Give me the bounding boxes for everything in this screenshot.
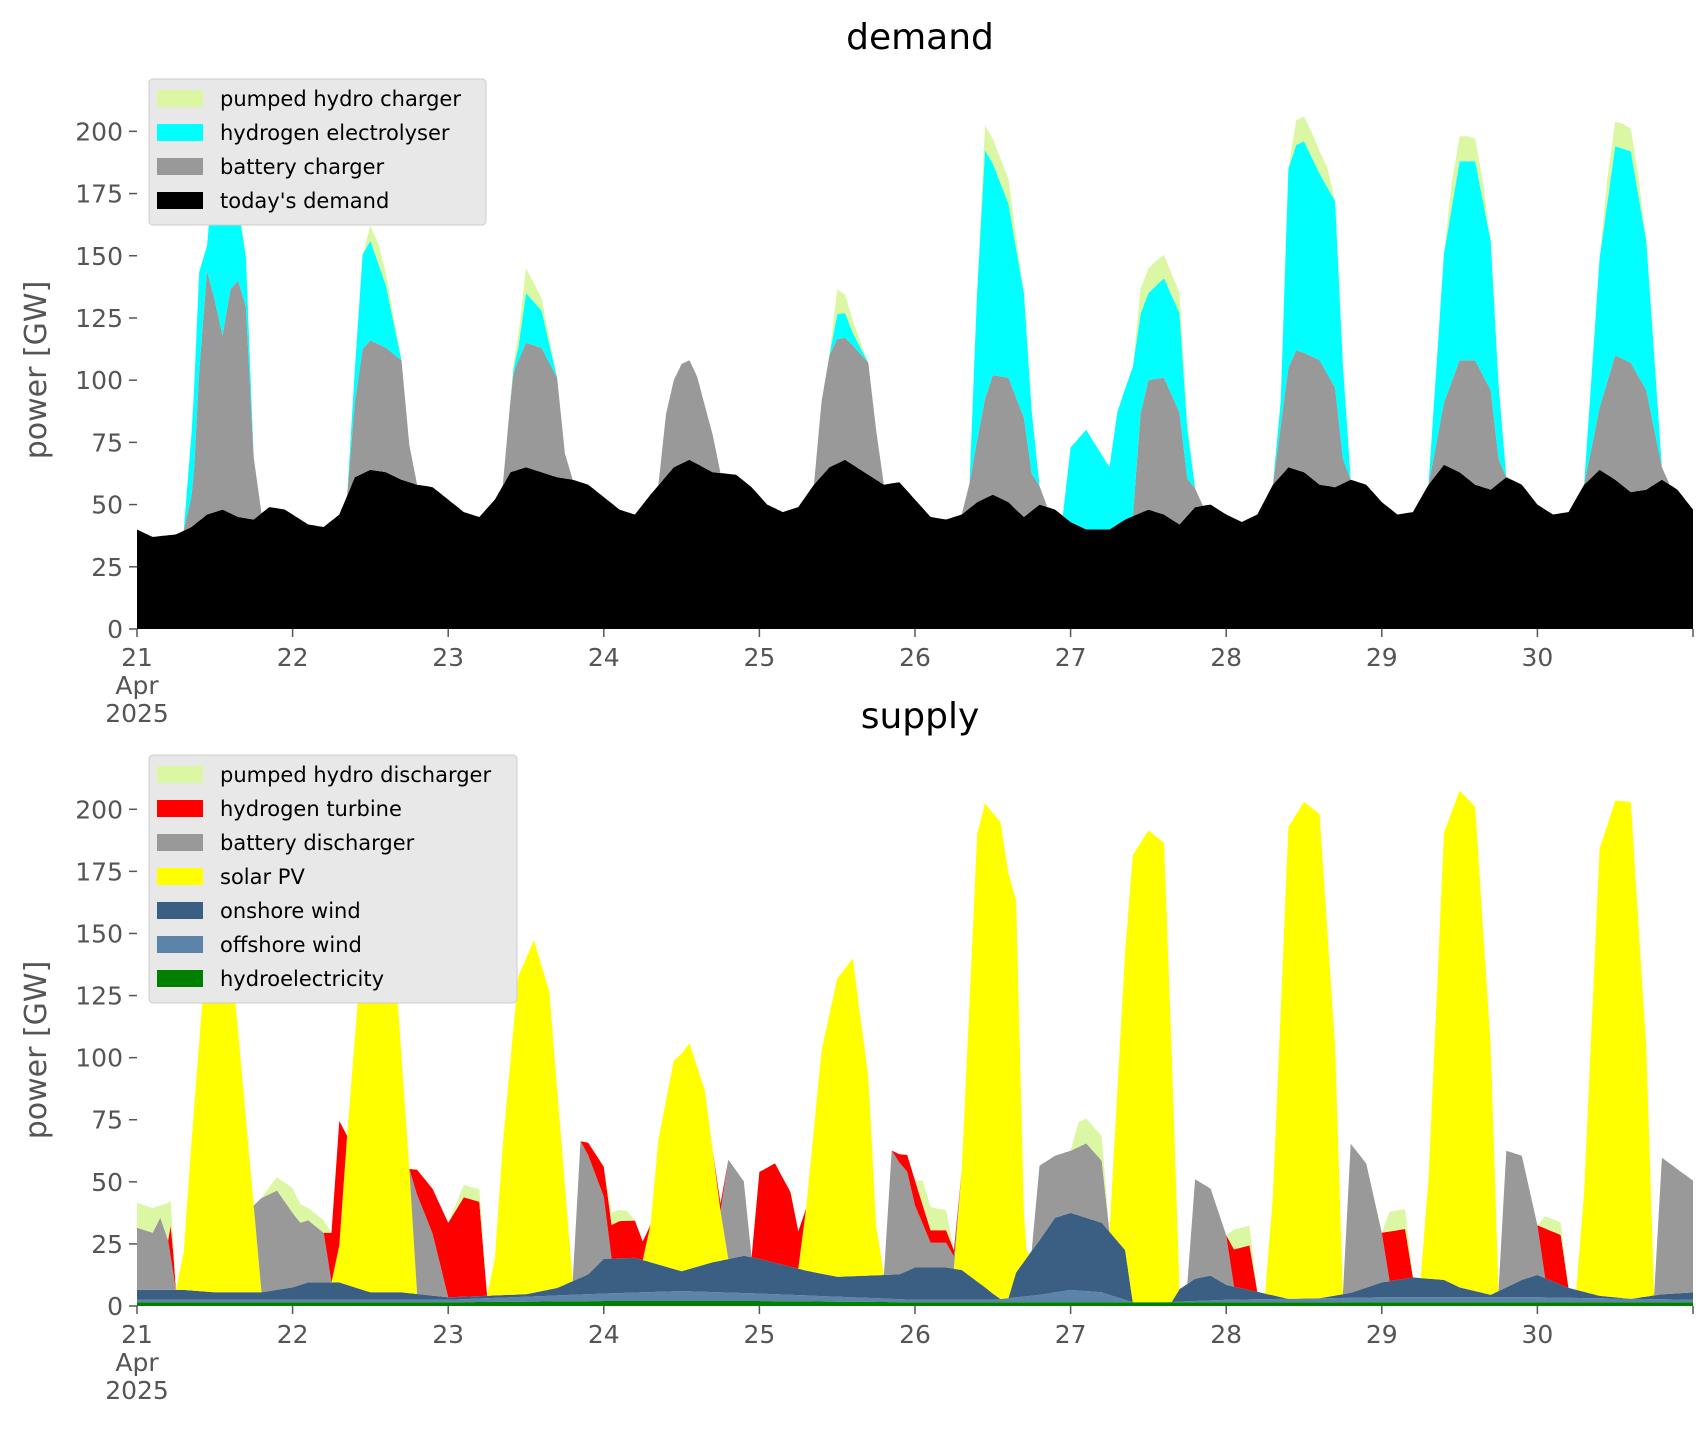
demand-legend-label-battery-charger: battery charger xyxy=(220,155,385,179)
demand-legend-swatch-battery-charger xyxy=(157,158,203,175)
demand-xtick-label: 27 xyxy=(1055,643,1087,672)
supply-legend-label-hydrogen-turbine: hydrogen turbine xyxy=(220,797,402,821)
demand-xtick-label: 25 xyxy=(743,643,775,672)
demand-xtick-label: 30 xyxy=(1521,643,1553,672)
supply-xtick-label: 25 xyxy=(743,1320,775,1349)
demand-legend-swatch-today-s-demand xyxy=(157,192,203,209)
demand-xtick-label: 28 xyxy=(1210,643,1242,672)
supply-panel: supply power [GW] 0 25 50 75 100 125 150 175 200… xyxy=(19,696,1694,1405)
demand-ytick-label: 100 xyxy=(75,366,123,395)
supply-legend-swatch-solar-pv xyxy=(157,868,203,885)
supply-legend-swatch-onshore-wind xyxy=(157,902,203,919)
supply-y-axis-label: power [GW] xyxy=(19,961,54,1140)
supply-ytick-label: 75 xyxy=(91,1106,123,1135)
demand-y-axis-label: power [GW] xyxy=(19,281,54,460)
supply-area-offshore-wind xyxy=(137,1289,1693,1303)
demand-legend: pumped hydro charger hydrogen electrolyse… xyxy=(148,78,487,226)
demand-ytick-label: 150 xyxy=(75,242,123,271)
demand-ytick-label: 75 xyxy=(91,428,123,457)
supply-xtick-label: 29 xyxy=(1366,1320,1398,1349)
supply-ytick-label: 25 xyxy=(91,1230,123,1259)
supply-area-battery-discharger xyxy=(137,790,1693,1298)
supply-legend-box xyxy=(148,754,518,1004)
demand-xtick-label: 23 xyxy=(432,643,464,672)
supply-area-solar-pv xyxy=(137,790,1693,1303)
supply-legend-label-hydroelectricity: hydroelectricity xyxy=(220,967,384,991)
supply-xtick-label: 23 xyxy=(432,1320,464,1349)
supply-legend-label-onshore-wind: onshore wind xyxy=(220,899,361,923)
demand-xtick-label: 26 xyxy=(899,643,931,672)
demand-area-battery-charger xyxy=(137,270,1693,537)
supply-legend-label-offshore-wind: offshore wind xyxy=(220,933,362,957)
supply-xtick-label: 27 xyxy=(1055,1320,1087,1349)
demand-xtick-label: 21 xyxy=(121,643,153,672)
supply-ytick-label: 100 xyxy=(75,1044,123,1073)
supply-xtick-label: 30 xyxy=(1521,1320,1553,1349)
supply-legend-label-battery-discharger: battery discharger xyxy=(220,831,415,855)
demand-ytick-label: 175 xyxy=(75,180,123,209)
demand-xtick-label: Apr xyxy=(115,671,159,700)
supply-legend-swatch-pumped-hydro-discharger xyxy=(157,766,203,783)
demand-xtick-label: 24 xyxy=(588,643,620,672)
supply-legend: pumped hydro discharger hydrogen turbine b… xyxy=(148,754,518,1004)
demand-xtick-label: 22 xyxy=(277,643,309,672)
demand-legend-box xyxy=(148,78,487,226)
demand-areas xyxy=(137,116,1693,629)
demand-ytick-label: 200 xyxy=(75,117,123,146)
supply-area-onshore-wind xyxy=(137,1212,1693,1303)
demand-legend-swatch-hydrogen-electrolyser xyxy=(157,124,203,141)
demand-legend-label-today-s-demand: today's demand xyxy=(220,189,389,213)
supply-ytick-label: 0 xyxy=(107,1292,123,1321)
supply-ytick-label: 200 xyxy=(75,795,123,824)
demand-legend-label-hydrogen-electrolyser: hydrogen electrolyser xyxy=(220,121,450,145)
supply-legend-swatch-hydroelectricity xyxy=(157,970,203,987)
demand-legend-label-pumped-hydro-charger: pumped hydro charger xyxy=(220,87,461,111)
supply-xtick-label: Apr xyxy=(115,1348,159,1377)
supply-xtick-label: 28 xyxy=(1210,1320,1242,1349)
demand-area-hydrogen-electrolyser xyxy=(137,141,1693,537)
demand-ytick-label: 50 xyxy=(91,491,123,520)
demand-ytick-label: 125 xyxy=(75,304,123,333)
supply-xtick-label: 21 xyxy=(121,1320,153,1349)
supply-xtick-label: 24 xyxy=(588,1320,620,1349)
supply-legend-swatch-hydrogen-turbine xyxy=(157,800,203,817)
demand-panel: demand power [GW] 0 25 50 75 100 125 150 175 200… xyxy=(19,17,1694,728)
supply-legend-label-solar-pv: solar PV xyxy=(220,865,305,889)
supply-xtick-label: 2025 xyxy=(105,1376,169,1405)
demand-xtick-label: 29 xyxy=(1366,643,1398,672)
supply-areas xyxy=(137,790,1693,1306)
demand-area-today-s-demand xyxy=(137,459,1693,629)
supply-legend-swatch-battery-discharger xyxy=(157,834,203,851)
supply-legend-swatch-offshore-wind xyxy=(157,936,203,953)
demand-ytick-label: 25 xyxy=(91,553,123,582)
supply-area-hydroelectricity xyxy=(137,1301,1693,1306)
supply-xtick-label: 26 xyxy=(899,1320,931,1349)
supply-chart-title: supply xyxy=(861,696,980,737)
supply-xtick-label: 22 xyxy=(277,1320,309,1349)
supply-area-hydrogen-turbine xyxy=(137,790,1693,1298)
demand-xtick-label: 2025 xyxy=(105,699,169,728)
demand-ytick-label: 0 xyxy=(107,615,123,644)
demand-legend-swatch-pumped-hydro-charger xyxy=(157,90,203,107)
supply-ytick-label: 50 xyxy=(91,1168,123,1197)
supply-ytick-label: 175 xyxy=(75,857,123,886)
demand-chart-title: demand xyxy=(846,17,994,58)
supply-legend-label-pumped-hydro-discharger: pumped hydro discharger xyxy=(220,763,491,787)
supply-ytick-label: 150 xyxy=(75,919,123,948)
supply-ytick-label: 125 xyxy=(75,982,123,1011)
